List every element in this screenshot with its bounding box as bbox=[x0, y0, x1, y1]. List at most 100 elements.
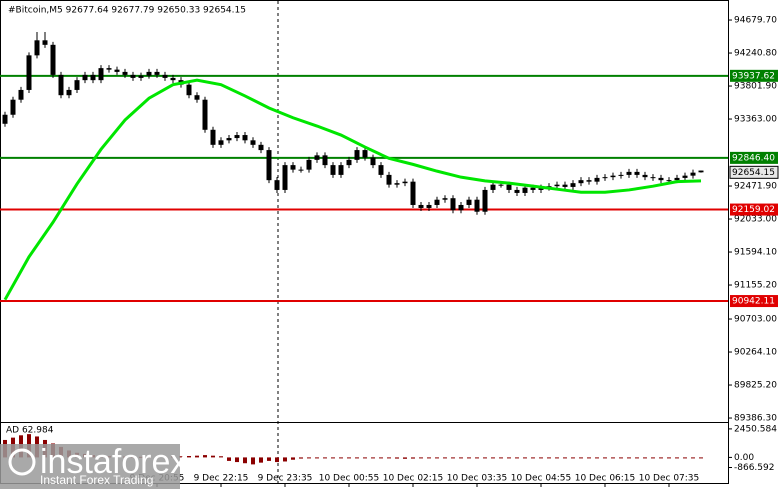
indicator-bar bbox=[579, 457, 583, 459]
indicator-bar bbox=[291, 457, 295, 460]
x-tick-label: 10 Dec 02:15 bbox=[383, 474, 444, 484]
level-label-box bbox=[730, 69, 778, 82]
indicator-bar bbox=[323, 457, 327, 459]
indicator-tick-label: 2450.584 bbox=[734, 424, 777, 434]
candle-body bbox=[18, 89, 24, 100]
plot-frame bbox=[0, 0, 729, 484]
y-tick-label: 94679.70 bbox=[734, 16, 777, 26]
candle-body bbox=[698, 170, 704, 173]
candle-body bbox=[34, 40, 40, 56]
candle-body bbox=[362, 150, 368, 158]
candle-body bbox=[58, 74, 64, 96]
watermark-tagline: Instant Forex Trading bbox=[40, 473, 153, 487]
candle-body bbox=[210, 129, 216, 145]
y-tick-label: 92033.00 bbox=[734, 215, 777, 225]
candle-body bbox=[602, 177, 608, 179]
indicator-bar bbox=[203, 455, 207, 458]
indicator-bar bbox=[419, 457, 423, 459]
indicator-bar bbox=[219, 456, 223, 458]
indicator-bar bbox=[411, 457, 415, 459]
candle-body bbox=[674, 177, 680, 181]
indicator-bar bbox=[355, 457, 359, 459]
candle-body bbox=[266, 150, 272, 181]
indicator-bar bbox=[443, 457, 447, 459]
indicator-bar bbox=[563, 457, 567, 459]
candle-body bbox=[170, 77, 176, 81]
candle-body bbox=[74, 80, 80, 90]
indicator-bar bbox=[211, 455, 215, 458]
indicator-bar bbox=[435, 457, 439, 459]
candle-body bbox=[378, 165, 384, 175]
indicator-bar bbox=[259, 457, 263, 463]
watermark-logo bbox=[8, 448, 36, 476]
y-tick-label: 92471.90 bbox=[734, 182, 777, 192]
indicator-bar bbox=[475, 457, 479, 459]
indicator-bar bbox=[467, 457, 471, 459]
x-tick-label: 10 Dec 00:55 bbox=[319, 474, 380, 484]
indicator-bar bbox=[643, 457, 647, 459]
indicator-bar bbox=[315, 457, 319, 459]
candle-body bbox=[106, 68, 112, 70]
indicator-tick-label: 0.00 bbox=[734, 453, 754, 463]
indicator-bar bbox=[675, 457, 679, 459]
candle-body bbox=[658, 177, 664, 181]
candle-body bbox=[218, 140, 224, 145]
indicator-bar bbox=[691, 457, 695, 459]
indicator-bar bbox=[363, 457, 367, 459]
candle-body bbox=[642, 174, 648, 178]
candle-body bbox=[186, 84, 192, 96]
indicator-bar bbox=[611, 457, 615, 459]
level-label-box bbox=[730, 295, 778, 308]
indicator-bar bbox=[395, 457, 399, 459]
price-label: 92654.15 bbox=[732, 168, 775, 178]
y-tick-label: 94240.80 bbox=[734, 49, 777, 59]
level-label: 93937.62 bbox=[732, 71, 775, 81]
indicator-bar bbox=[619, 457, 623, 459]
indicator-bar bbox=[179, 456, 183, 458]
indicator-bar bbox=[635, 457, 639, 459]
indicator-bar bbox=[243, 457, 247, 464]
indicator-bar bbox=[283, 457, 287, 462]
x-tick-label: 9 Dec 22:15 bbox=[194, 474, 249, 484]
indicator-bar bbox=[539, 457, 543, 459]
indicator-bar bbox=[523, 457, 527, 459]
candle-body bbox=[138, 75, 144, 78]
indicator-bar bbox=[515, 457, 519, 459]
indicator-bar bbox=[339, 457, 343, 459]
candle-body bbox=[258, 144, 264, 151]
candle-body bbox=[82, 74, 88, 81]
candle-body bbox=[626, 171, 632, 175]
indicator-bar bbox=[299, 457, 303, 459]
candle-body bbox=[570, 183, 576, 187]
candle-body bbox=[2, 114, 8, 124]
candle-body bbox=[530, 187, 536, 190]
indicator-bar bbox=[235, 457, 239, 463]
candle-body bbox=[514, 189, 520, 193]
level-label-box bbox=[730, 203, 778, 216]
candle-body bbox=[490, 184, 496, 190]
candle-body bbox=[506, 184, 512, 190]
candle-body bbox=[250, 140, 256, 145]
candle-body bbox=[434, 199, 440, 205]
indicator-bar bbox=[227, 457, 231, 461]
indicator-bar bbox=[195, 455, 199, 458]
candle-body bbox=[162, 74, 168, 78]
candle-body bbox=[146, 71, 152, 76]
indicator-bar bbox=[499, 457, 503, 459]
candle-body bbox=[194, 95, 200, 100]
indicator-bar bbox=[699, 457, 703, 459]
candle-body bbox=[418, 204, 424, 208]
indicator-bar bbox=[531, 457, 535, 459]
candle-body bbox=[274, 180, 280, 190]
indicator-bar bbox=[507, 457, 511, 459]
moving-average bbox=[3, 78, 702, 301]
candle-body bbox=[474, 199, 480, 212]
candle-body bbox=[410, 181, 416, 205]
indicator-bar bbox=[667, 457, 671, 459]
y-tick-label: 93801.90 bbox=[734, 82, 777, 92]
candle-body bbox=[322, 155, 328, 166]
candle-body bbox=[130, 74, 136, 78]
candle-body bbox=[154, 71, 160, 75]
y-tick-label: 90703.00 bbox=[734, 315, 777, 325]
